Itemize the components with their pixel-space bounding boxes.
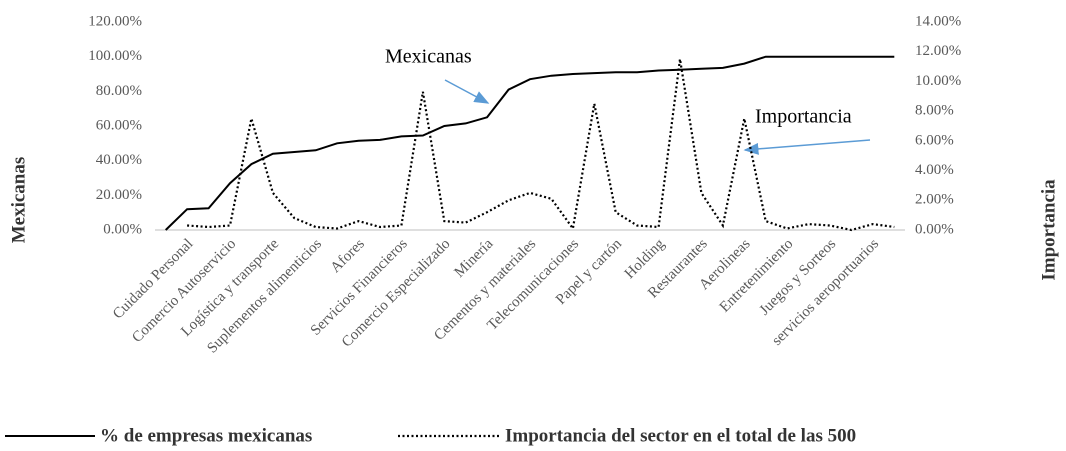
y2-tick-label: 8.00% (915, 103, 954, 119)
annotation: Mexicanas (385, 46, 472, 68)
annotation-arrow (743, 139, 871, 155)
y2-tick-label: 12.00% (915, 43, 961, 59)
y2-tick-label: 14.00% (915, 13, 961, 29)
y-tick-label: 120.00% (88, 13, 142, 29)
y-tick-label: 100.00% (88, 48, 142, 64)
x-tick-label: Entretenimiento (717, 236, 797, 316)
y2-tick-label: 10.00% (915, 73, 961, 89)
x-tick-label: Juegos y Sorteos (757, 236, 840, 319)
x-tick-label: Afores (328, 236, 368, 276)
y2-tick-label: 2.00% (915, 192, 954, 208)
y-tick-label: 60.00% (96, 117, 142, 133)
y-tick-label: 80.00% (96, 83, 142, 99)
y2-tick-label: 0.00% (915, 221, 954, 237)
line (187, 58, 895, 232)
y2-tick-label: 6.00% (915, 132, 954, 148)
legend-label: Importancia del sector en el total de la… (505, 425, 856, 446)
y2-tick-label: 4.00% (915, 162, 954, 178)
legend-label: % de empresas mexicanas (100, 425, 312, 446)
y2-axis-title: Importancia (1038, 179, 1059, 281)
y-axis-title: Mexicanas (8, 157, 29, 244)
annotation: Importancia (755, 106, 852, 128)
y-tick-label: 40.00% (96, 152, 142, 168)
y-tick-label: 0.00% (103, 221, 142, 237)
annotation-arrow (444, 79, 490, 104)
line (165, 55, 895, 231)
y-tick-label: 20.00% (96, 187, 142, 203)
